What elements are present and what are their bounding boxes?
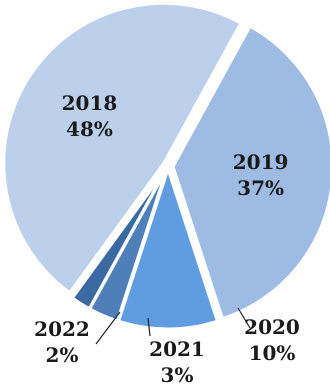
slice-label-2018: 2018 (62, 91, 118, 115)
leader-line-2022 (95, 311, 121, 345)
slice-label-2022: 2022 (34, 317, 90, 341)
leader-line-2021 (147, 317, 151, 337)
pie-slices (2, 1, 330, 331)
leader-line-2020 (237, 307, 251, 329)
slice-percent-2020: 10% (249, 341, 296, 365)
slice-label-2020: 2020 (244, 315, 300, 339)
pie-slice-2018 (2, 1, 243, 295)
slice-label-2021: 2021 (149, 337, 205, 361)
slice-percent-2018: 48% (66, 117, 113, 141)
pie-slice-2022 (70, 167, 168, 311)
leader-lines (95, 307, 251, 345)
slice-label-2019: 2019 (233, 150, 289, 174)
pie-slice-2019 (171, 24, 330, 321)
slice-percent-2019: 37% (237, 176, 284, 200)
slice-percent-2021: 3% (161, 363, 194, 387)
pie-slice-2020 (116, 164, 220, 331)
slice-percent-2022: 2% (46, 343, 79, 367)
